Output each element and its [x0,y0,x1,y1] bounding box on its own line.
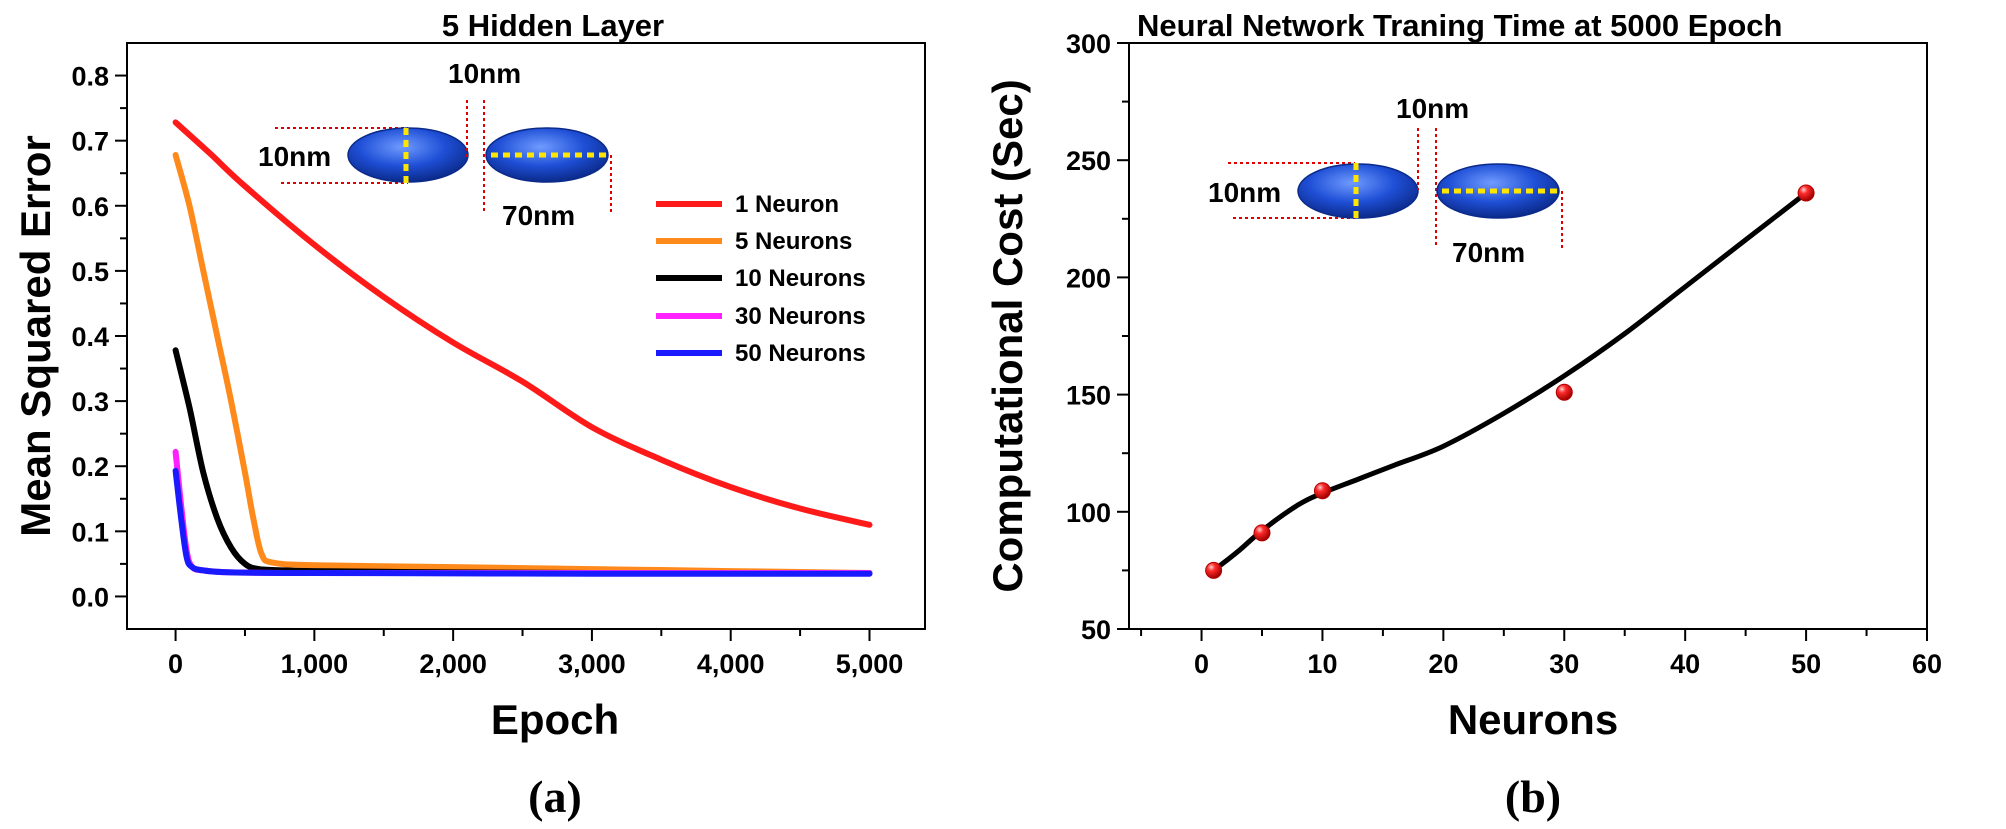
x-tick-label: 50 [1791,649,1821,679]
legend-label-5-neurons: 5 Neurons [735,228,852,255]
inset-width-label: 10nm [448,58,521,89]
y-tick-label: 150 [1066,381,1111,411]
x-tick-label: 5,000 [836,649,904,679]
panel-b-ticks: 0 10 20 30 40 50 60 50 100 150 200 250 300 [1066,29,1942,679]
x-tick-label: 2,000 [419,649,487,679]
y-tick-label: 50 [1081,615,1111,645]
series-line-5-neurons [172,152,873,576]
y-tick-label: 0.8 [71,62,109,92]
panel-a-ticks: 0 1,000 2,000 3,000 4,000 5,000 0.0 0.1 0.2 0.3 0.… [71,62,904,679]
x-tick-label: 1,000 [281,649,349,679]
panel-b-x-axis-title: Neurons [1448,696,1618,743]
inset-length-label: 70nm [1452,237,1525,268]
ellipsoid-nanoparticle-icon [1436,163,1560,219]
legend-label-1-neuron: 1 Neuron [735,191,839,218]
legend-item-1-neuron: 1 Neuron [656,191,839,218]
legend-item-5-neurons: 5 Neurons [656,228,852,255]
legend-label-30-neurons: 30 Neurons [735,303,866,330]
data-point [1555,383,1573,401]
y-tick-label: 200 [1066,263,1111,293]
panel-a: 5 Hidden Layer 0 1,000 2,000 3,000 4,000 5,00… [12,8,926,822]
y-tick-label: 0.6 [71,192,109,222]
inset-width-label: 10nm [1396,93,1469,124]
x-tick-label: 40 [1670,649,1700,679]
panel-a-title: 5 Hidden Layer [442,8,664,43]
legend-item-50-neurons: 50 Neurons [656,340,866,367]
y-tick-label: 0.2 [71,452,109,482]
y-tick-label: 0.4 [71,322,109,352]
fit-curve-line [1211,190,1809,573]
panel-a-inset: 10nm 10nm 70nm [258,58,612,231]
x-tick-label: 0 [168,649,183,679]
x-tick-label: 3,000 [558,649,626,679]
panel-b-title: Neural Network Traning Time at 5000 Epoc… [1137,8,1782,43]
ellipsoid-nanoparticle-icon [485,127,609,183]
series-line-1-neuron [172,119,873,528]
x-tick-label: 0 [1194,649,1209,679]
inset-height-label: 10nm [258,141,331,172]
legend-item-10-neurons: 10 Neurons [656,265,866,292]
panel-b-label: (b) [1505,771,1561,822]
series-line-30-neurons [172,448,873,577]
data-point [1313,482,1331,500]
y-tick-label: 0.1 [71,517,109,547]
x-tick-label: 4,000 [697,649,765,679]
panel-b-series [1205,184,1815,579]
legend-label-10-neurons: 10 Neurons [735,265,866,292]
panel-b: Neural Network Traning Time at 5000 Epoc… [984,8,1942,822]
y-tick-label: 300 [1066,29,1111,59]
inset-height-label: 10nm [1208,177,1281,208]
data-point [1205,561,1223,579]
inset-length-label: 70nm [502,200,575,231]
panel-a-legend: 1 Neuron 5 Neurons 10 Neurons 30 Neurons… [656,191,866,367]
x-tick-label: 10 [1307,649,1337,679]
data-point [1797,184,1815,202]
y-tick-label: 250 [1066,146,1111,176]
panel-a-label: (a) [528,771,582,822]
x-tick-label: 30 [1549,649,1579,679]
panel-a-x-axis-title: Epoch [491,696,619,743]
panel-b-y-axis-title: Computational Cost (Sec) [984,79,1031,592]
x-tick-label: 60 [1912,649,1942,679]
y-tick-label: 0.0 [71,582,109,612]
series-line-50-neurons [172,467,873,577]
y-tick-label: 0.3 [71,387,109,417]
x-tick-label: 20 [1428,649,1458,679]
data-point [1253,524,1271,542]
panel-a-series [172,119,873,577]
panel-a-y-axis-title: Mean Squared Error [12,135,59,536]
y-tick-label: 0.5 [71,257,109,287]
legend-item-30-neurons: 30 Neurons [656,303,866,330]
panel-b-inset: 10nm 10nm 70nm [1208,93,1563,268]
y-tick-label: 100 [1066,498,1111,528]
y-tick-label: 0.7 [71,127,109,157]
legend-label-50-neurons: 50 Neurons [735,340,866,367]
